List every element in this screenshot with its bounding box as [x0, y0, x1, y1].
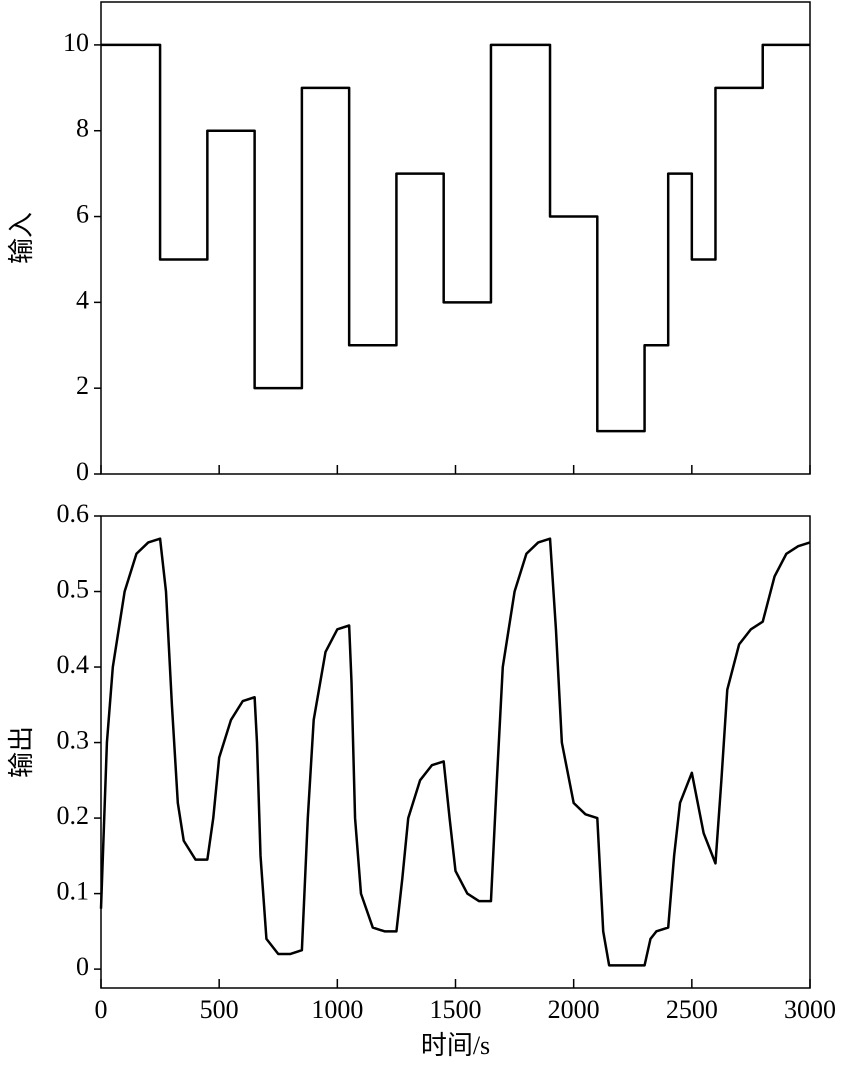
- x-tick-label: 2500: [666, 995, 718, 1024]
- x-tick-label: 2000: [548, 995, 600, 1024]
- y-tick-label: 0.6: [57, 499, 90, 528]
- y-tick-label: 0.4: [57, 650, 90, 679]
- y-tick-label: 0.2: [57, 801, 90, 830]
- x-tick-label: 500: [200, 995, 239, 1024]
- y-tick-label: 8: [76, 114, 89, 143]
- x-tick-label: 1000: [311, 995, 363, 1024]
- y-tick-label: 4: [76, 285, 89, 314]
- y-tick-label: 0.5: [57, 574, 90, 603]
- data-line: [101, 43, 810, 433]
- x-tick-label: 1500: [430, 995, 482, 1024]
- x-axis-label: 时间/s: [421, 1031, 490, 1060]
- data-line: [99, 537, 811, 967]
- y-tick-label: 6: [76, 200, 89, 229]
- x-tick-label: 3000: [784, 995, 836, 1024]
- y-tick-label: 10: [63, 28, 89, 57]
- y-axis-label: 输出: [7, 726, 36, 778]
- y-tick-label: 0.3: [57, 726, 90, 755]
- y-tick-label: 0: [76, 952, 89, 981]
- plot-frame: [100, 515, 811, 989]
- y-tick-label: 0.1: [57, 877, 90, 906]
- x-tick-label: 0: [95, 995, 108, 1024]
- y-tick-label: 0: [76, 457, 89, 486]
- y-tick-label: 2: [76, 371, 89, 400]
- y-axis-label: 输入: [7, 212, 36, 264]
